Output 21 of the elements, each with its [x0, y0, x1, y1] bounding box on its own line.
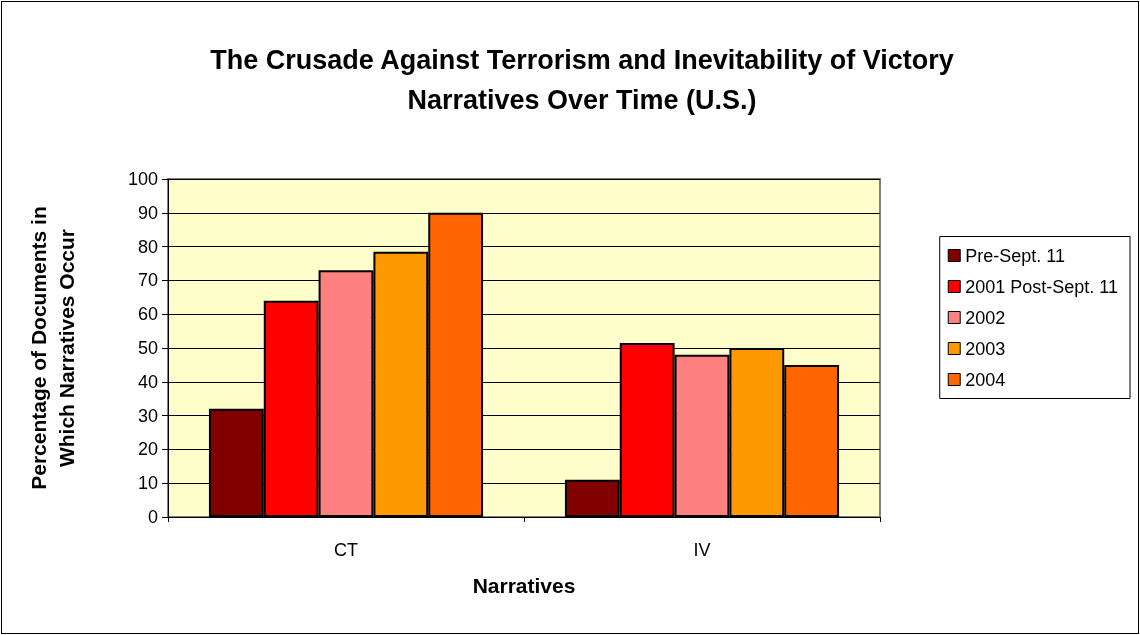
y-tick-label: 50: [137, 338, 158, 358]
y-tick-label: 60: [137, 304, 158, 325]
y-tick-label: 10: [137, 473, 158, 494]
legend-label: 2002: [965, 307, 1006, 328]
y-tick-label: 20: [137, 439, 158, 460]
x-tick-label: CT: [334, 540, 358, 560]
legend-label: 2003: [965, 338, 1006, 359]
y-tick-label: 80: [137, 236, 158, 257]
y-tick-label: 0: [147, 507, 158, 527]
legend-label: 2001 Post-Sept. 11: [965, 276, 1119, 297]
x-tick-label: IV: [693, 540, 711, 560]
chart-title: The Crusade Against Terrorism and Inevitability of Victory Narratives Over Time (U.S.): [210, 45, 954, 115]
y-tick-label: 30: [137, 405, 158, 426]
y-tick-label: 70: [137, 270, 158, 291]
y-tick-label: 40: [137, 371, 158, 392]
y-axis-title: Percentage of Documents in Which Narratives Occur: [26, 206, 78, 490]
x-axis-title: Narratives: [472, 574, 576, 597]
y-tick-label: 100: [127, 169, 158, 189]
legend-label: Pre-Sept. 11: [965, 245, 1065, 266]
y-tick-label: 90: [137, 202, 158, 223]
legend-label: 2004: [965, 369, 1006, 390]
